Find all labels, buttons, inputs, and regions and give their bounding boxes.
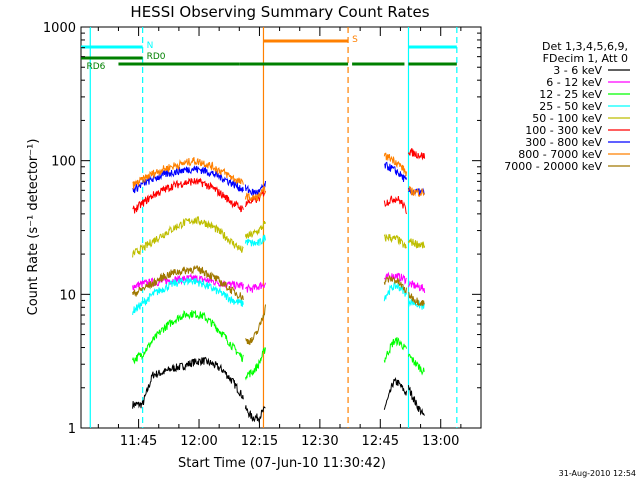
- series-line-1: [383, 271, 407, 285]
- footer-date: 31-Aug-2010 12:54: [559, 469, 636, 478]
- legend-label: 6 - 12 keV: [546, 76, 602, 89]
- series-line-4: [132, 215, 244, 258]
- series-line-1: [408, 280, 426, 293]
- flag-label-n: N: [147, 41, 154, 51]
- x-axis-label: Start Time (07-Jun-10 11:30:42): [178, 456, 386, 471]
- series-line-0: [244, 405, 266, 423]
- series-line-6: [132, 165, 244, 194]
- series-line-5: [132, 177, 244, 214]
- series-line-5: [408, 148, 426, 161]
- series-line-3: [244, 234, 266, 247]
- series-line-2: [244, 347, 266, 381]
- series-line-3: [383, 281, 407, 302]
- series-line-4: [244, 220, 266, 239]
- series-line-2: [383, 336, 407, 363]
- flag-label-rd6: RD6: [86, 62, 105, 72]
- series-line-1: [244, 281, 266, 293]
- series-line-2: [408, 353, 425, 376]
- legend-header: Det 1,3,4,5,6,9,: [542, 40, 628, 53]
- series-line-7: [244, 185, 266, 202]
- x-tick-label: 12:00: [180, 434, 217, 449]
- chart-title: HESSI Observing Summary Count Rates: [130, 3, 429, 21]
- series-line-8: [408, 291, 425, 306]
- series-line-7: [383, 152, 407, 177]
- series-line-4: [383, 233, 407, 250]
- axes: 1 10 100 1000 11:45 12:00 12:15 12:30 12:45 13:00: [43, 21, 482, 449]
- series-line-0: [132, 356, 244, 409]
- legend: Det 1,3,4,5,6,9,FDecim 1, Att 03 - 6 keV…: [504, 40, 630, 173]
- x-tick-label: 12:45: [362, 434, 399, 449]
- vertical-marker-lines: [89, 27, 458, 428]
- x-tick-label: 12:15: [241, 434, 278, 449]
- series-line-7: [408, 185, 425, 197]
- y-tick-label: 10: [59, 288, 76, 303]
- legend-header: FDecim 1, Att 0: [543, 52, 628, 65]
- state-flags: N S RD0 RD6: [81, 35, 457, 72]
- y-tick-label: 1: [68, 422, 76, 437]
- flag-label-rd0: RD0: [147, 52, 166, 62]
- legend-label: 12 - 25 keV: [539, 88, 602, 101]
- series-line-8: [383, 275, 407, 294]
- legend-label: 25 - 50 keV: [539, 100, 602, 113]
- series-line-8: [245, 304, 266, 346]
- series-line-5: [383, 195, 407, 215]
- series-line-3: [408, 297, 426, 310]
- x-tick-label: 12:30: [301, 434, 338, 449]
- legend-label: 800 - 7000 keV: [518, 148, 602, 161]
- series-line-6: [384, 161, 407, 183]
- x-tick-label: 13:00: [422, 434, 459, 449]
- legend-label: 3 - 6 keV: [553, 64, 602, 77]
- flag-label-s: S: [352, 35, 358, 45]
- legend-label: 100 - 300 keV: [525, 124, 602, 137]
- y-tick-label: 1000: [43, 21, 76, 36]
- x-tick-label: 11:45: [120, 434, 157, 449]
- series-line-2: [132, 310, 244, 365]
- series-line-7: [132, 157, 244, 190]
- series-line-0: [383, 377, 407, 410]
- plot-frame-group: [80, 26, 482, 429]
- series-line-8: [132, 264, 244, 301]
- y-tick-label: 100: [51, 155, 76, 170]
- legend-label: 300 - 800 keV: [525, 136, 602, 149]
- legend-label: 7000 - 20000 keV: [504, 160, 602, 173]
- series-line-0: [408, 385, 425, 416]
- plot-frame: [80, 26, 482, 429]
- legend-label: 50 - 100 keV: [532, 112, 602, 125]
- series-line-3: [132, 277, 244, 315]
- y-axis-label: Count Rate (s⁻¹ detector⁻¹): [26, 139, 41, 316]
- series-line-4: [408, 238, 426, 249]
- series-lines: [132, 148, 426, 423]
